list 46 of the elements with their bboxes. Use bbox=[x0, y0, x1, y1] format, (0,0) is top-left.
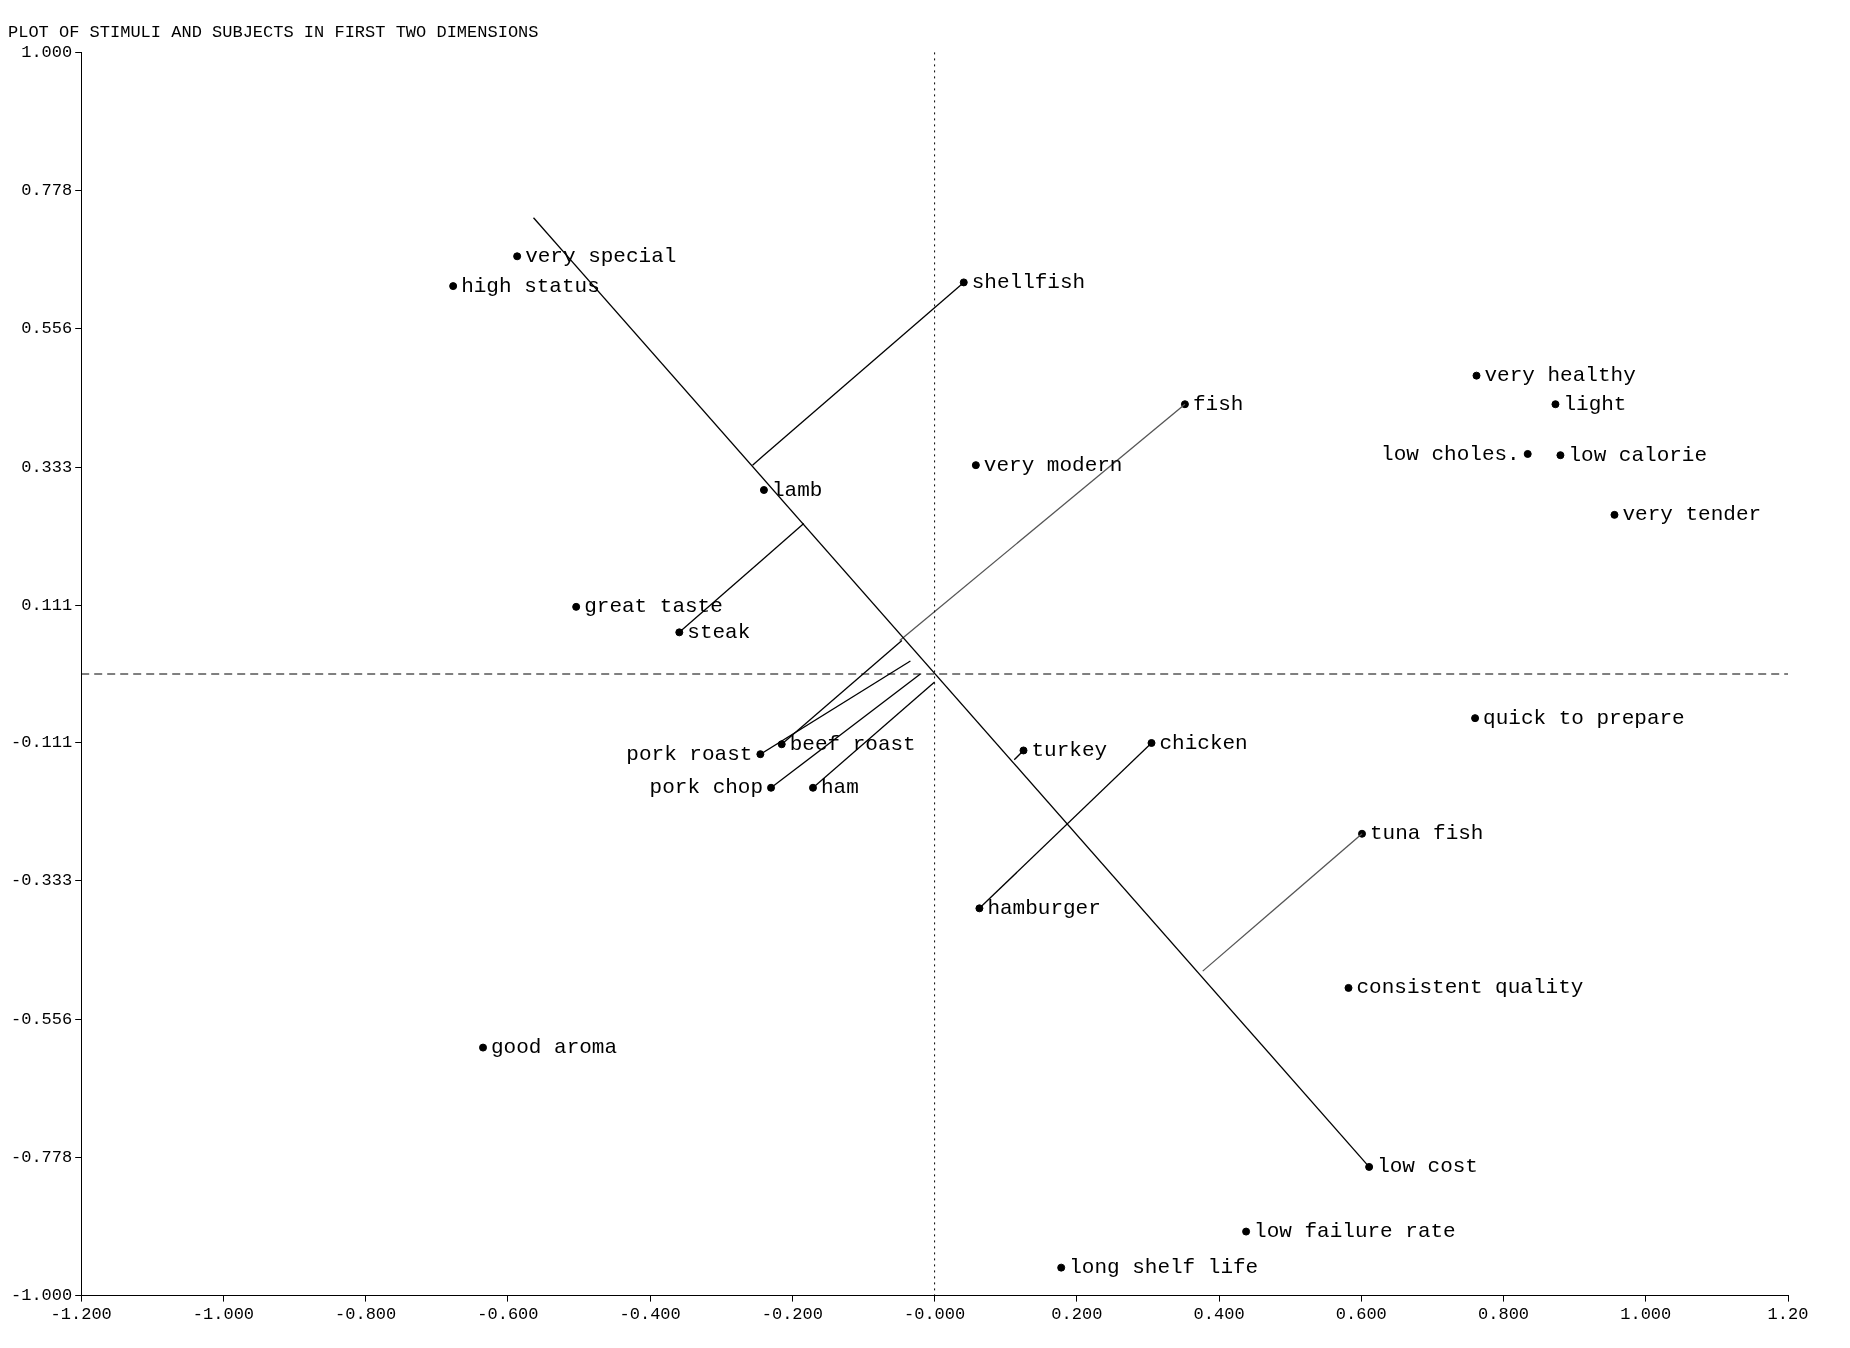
x-tick-label: 1.20 bbox=[1767, 1305, 1809, 1325]
series-label: lamb bbox=[771, 478, 823, 502]
y-tick-label: 0.111 bbox=[21, 595, 73, 615]
series-label: very healthy bbox=[1484, 364, 1636, 388]
series-label: long shelf life bbox=[1069, 1256, 1259, 1280]
series-label: low cost bbox=[1377, 1155, 1478, 1179]
x-tick-label: 0.200 bbox=[1051, 1305, 1103, 1325]
x-tick-label: 0.400 bbox=[1193, 1305, 1245, 1325]
x-tick-label: 1.000 bbox=[1620, 1305, 1672, 1325]
series-label: ham bbox=[821, 776, 859, 800]
y-tick-label: 0.333 bbox=[21, 457, 73, 477]
y-tick-label: -0.778 bbox=[10, 1148, 73, 1168]
series-label: steak bbox=[687, 620, 751, 644]
x-tick-label: -1.000 bbox=[192, 1305, 255, 1325]
series-label: low choles. bbox=[1381, 442, 1520, 466]
series-label: good aroma bbox=[491, 1036, 618, 1060]
series-label: quick to prepare bbox=[1483, 706, 1685, 730]
series-label: pork roast bbox=[626, 742, 753, 766]
series-label: low calorie bbox=[1568, 443, 1708, 467]
series-label: consistent quality bbox=[1356, 976, 1584, 1000]
series-label: low failure rate bbox=[1254, 1220, 1456, 1244]
x-tick-label: -0.400 bbox=[619, 1305, 681, 1325]
y-tick-label: -0.556 bbox=[10, 1010, 73, 1030]
series-label: very tender bbox=[1622, 503, 1762, 527]
y-tick-label: 1.000 bbox=[21, 42, 73, 62]
y-tick-label: -0.111 bbox=[10, 733, 73, 753]
x-tick-label: -0.200 bbox=[761, 1305, 823, 1325]
x-tick-label: -0.000 bbox=[904, 1305, 966, 1325]
x-tick-label: -0.800 bbox=[335, 1305, 397, 1325]
series-label: shellfish bbox=[971, 270, 1086, 294]
series-label: fish bbox=[1192, 392, 1244, 416]
series-label: turkey bbox=[1031, 739, 1108, 763]
series-label: chicken bbox=[1159, 731, 1248, 755]
series-label: light bbox=[1563, 392, 1627, 416]
y-tick-label: -1.000 bbox=[10, 1286, 73, 1306]
y-tick-label: 0.556 bbox=[21, 318, 73, 338]
x-tick-label: 0.600 bbox=[1335, 1305, 1387, 1325]
series-label: hamburger bbox=[987, 896, 1101, 920]
y-tick-label: 0.778 bbox=[21, 180, 73, 200]
x-tick-label: -0.600 bbox=[477, 1305, 539, 1325]
x-tick-label: 0.800 bbox=[1478, 1305, 1530, 1325]
chart-title: PLOT OF STIMULI AND SUBJECTS IN FIRST TWO DIMENSIONS bbox=[8, 22, 539, 42]
y-tick-label: -0.333 bbox=[10, 871, 73, 891]
series-label: pork chop bbox=[649, 776, 764, 800]
x-tick-label: -1.200 bbox=[50, 1305, 112, 1325]
series-label: tuna fish bbox=[1370, 822, 1484, 846]
